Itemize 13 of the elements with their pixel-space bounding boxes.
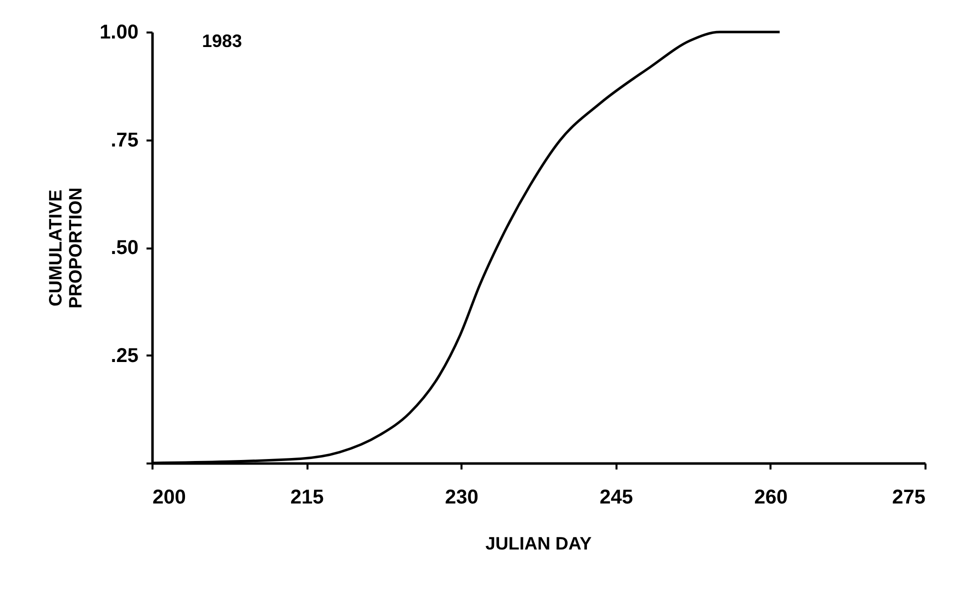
x-tick-label: 230: [445, 486, 478, 508]
y-tick-label: .50: [110, 237, 138, 259]
y-axis-title: CUMULATIVE PROPORTION: [46, 187, 86, 309]
y-tick-label: 1.00: [100, 22, 138, 44]
x-axis-title: JULIAN DAY: [485, 534, 592, 554]
x-tick-label: 215: [290, 486, 324, 508]
y-tick-label: .75: [110, 129, 138, 152]
y-tick-label: .25: [110, 344, 138, 367]
annotation: 1983: [202, 31, 242, 51]
x-tick-label: 245: [600, 486, 633, 508]
x-tick-label: 275: [892, 486, 926, 508]
x-tick-label: 260: [754, 486, 788, 508]
x-tick-label: 200: [152, 486, 186, 508]
